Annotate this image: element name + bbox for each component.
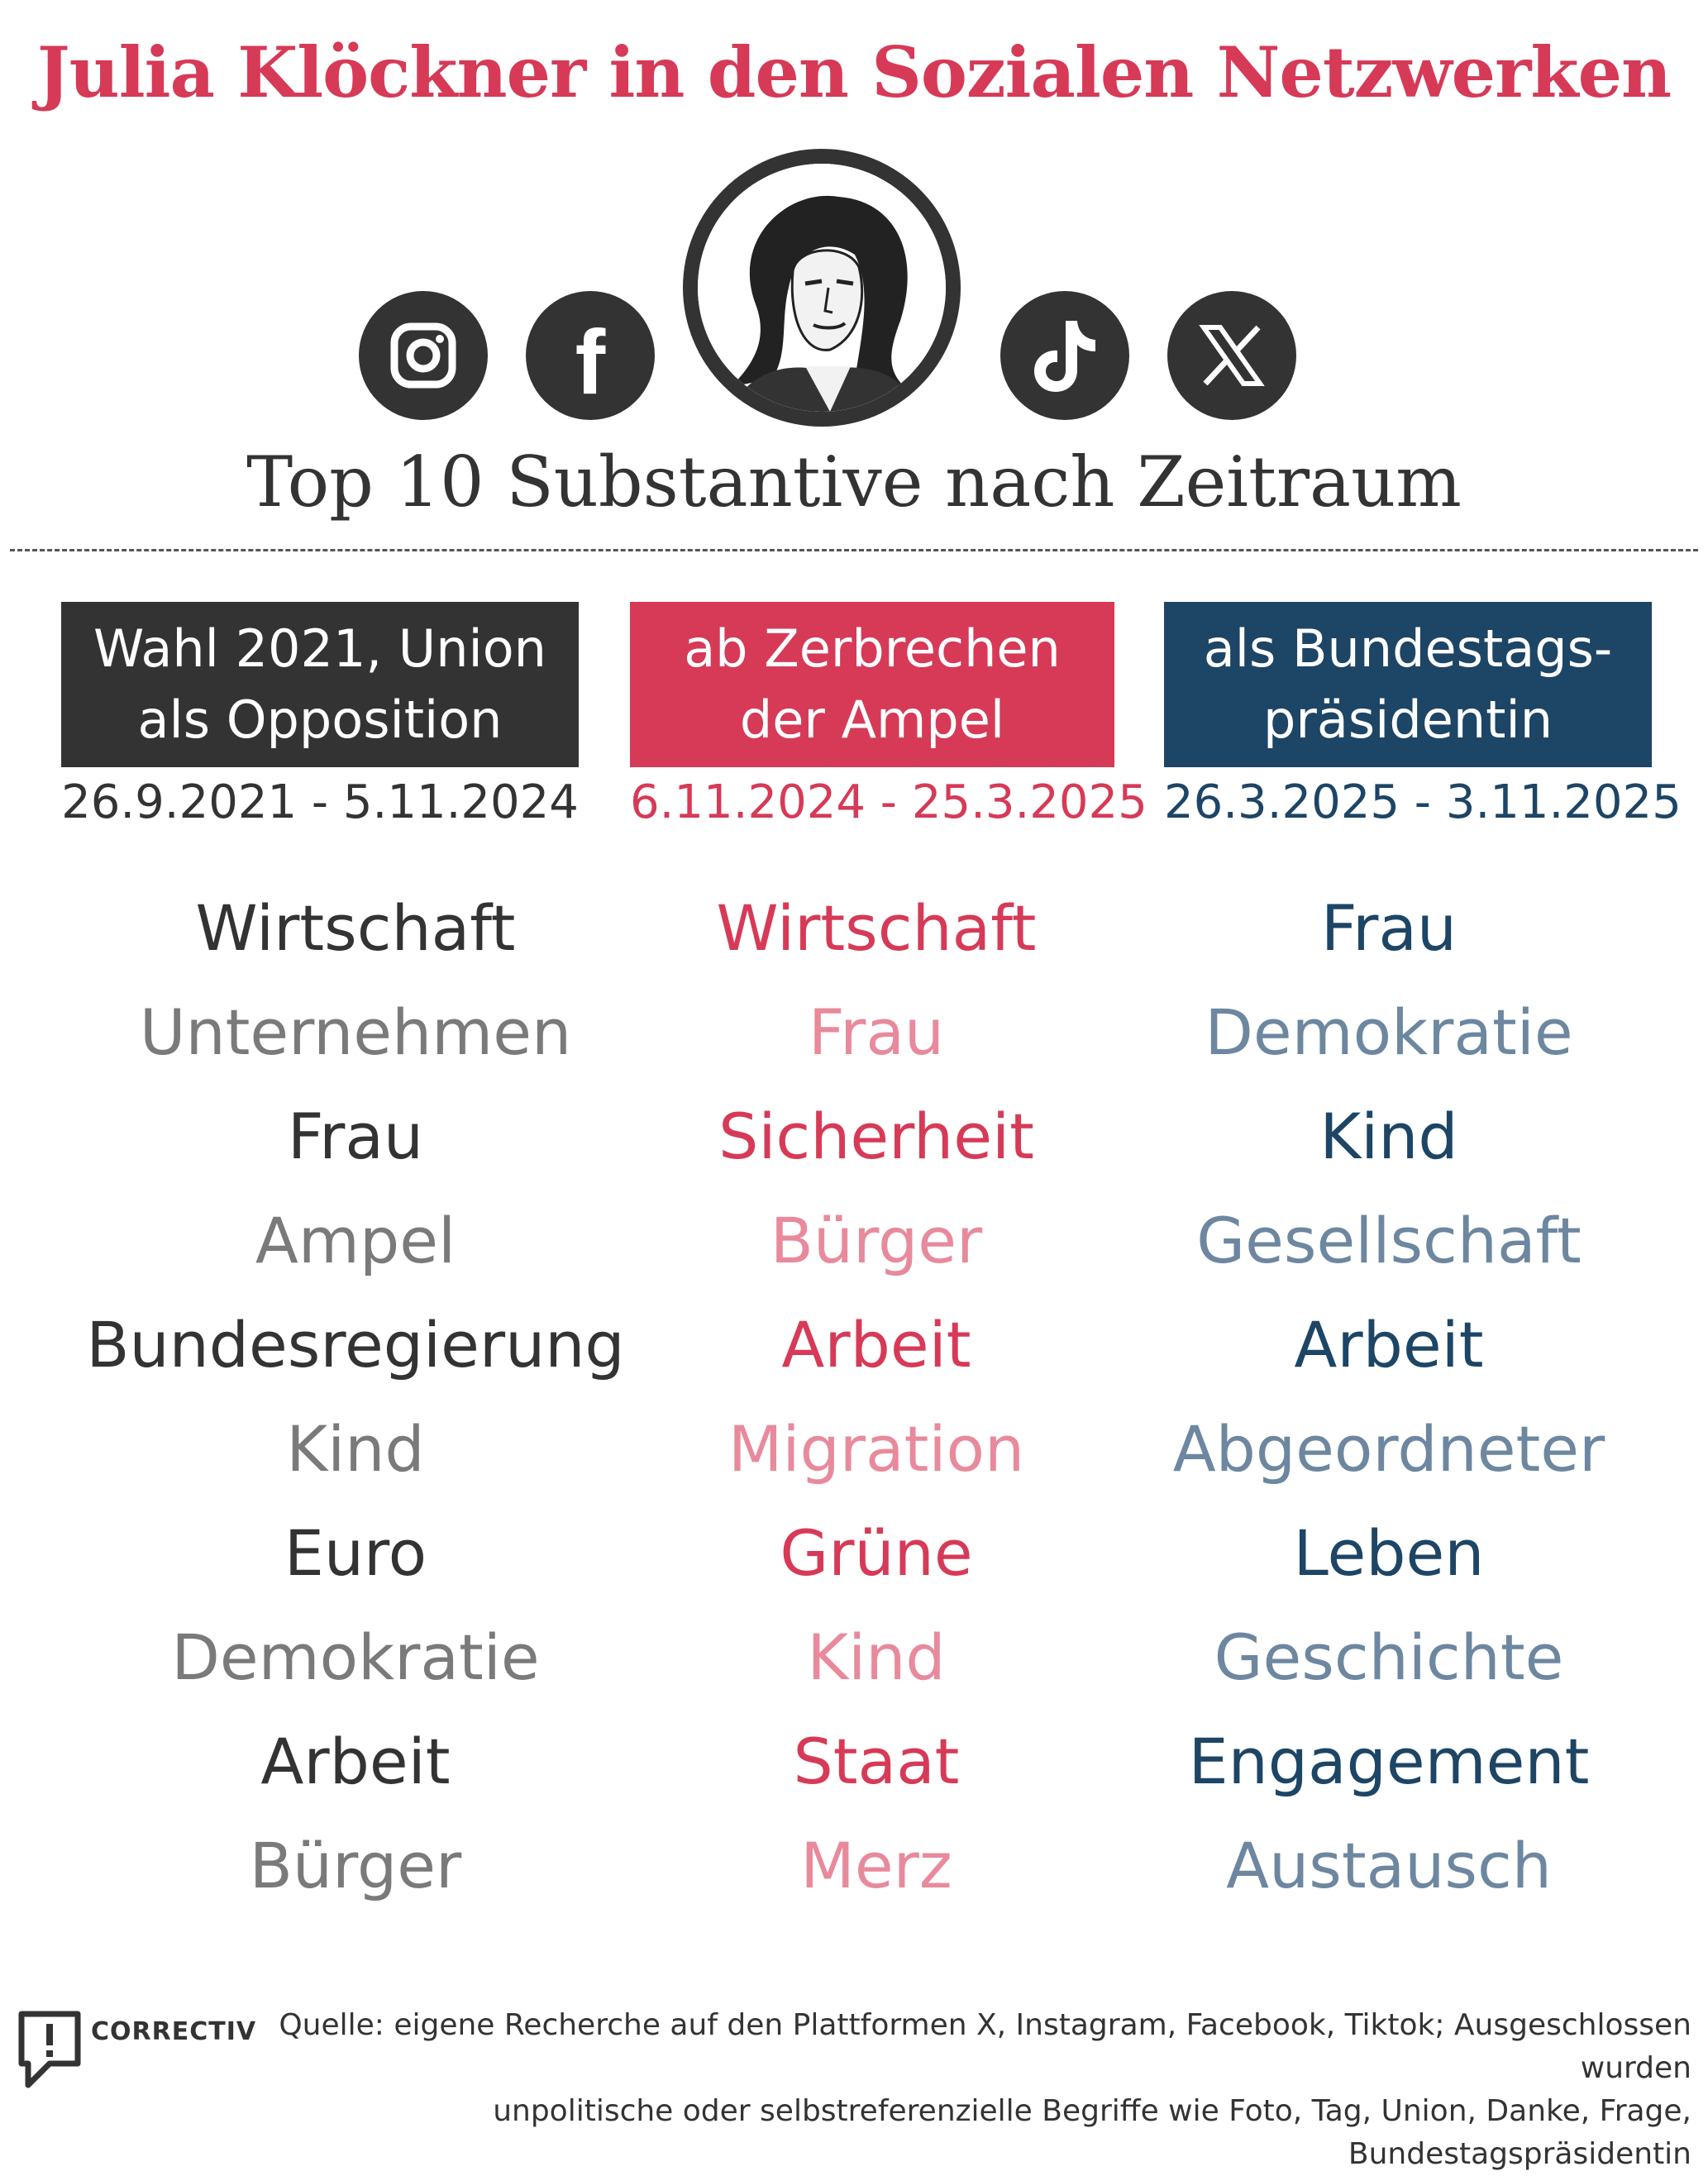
word-rank-5: Arbeit [781,1308,971,1381]
source-line-1: Quelle: eigene Recherche auf den Plattfo… [279,2008,1691,2085]
word-rank-7: Grüne [780,1516,973,1590]
word-rank-3: Kind [1319,1100,1458,1173]
correctiv-logo-icon [17,2009,83,2092]
word-rank-9: Staat [793,1725,960,1798]
portrait-image [698,164,946,412]
word-rank-5: Bundesregierung [86,1308,625,1381]
word-rank-2: Demokratie [1205,995,1573,1069]
word-rank-8: Demokratie [171,1620,540,1694]
period-label-line2: als Opposition [137,690,503,750]
subtitle: Top 10 Substantive nach Zeitraum [246,441,1462,523]
word-rank-2: Frau [808,995,945,1069]
period-header-ampel: ab Zerbrechen der Ampel [630,602,1114,767]
word-rank-2: Unternehmen [139,995,572,1069]
portrait-avatar [683,149,961,427]
word-list-praesidentin: Frau Demokratie Kind Gesellschaft Arbeit… [1141,876,1637,1918]
x-icon [1167,291,1296,420]
word-list-opposition: Wirtschaft Unternehmen Frau Ampel Bundes… [50,876,661,1918]
word-rank-9: Arbeit [260,1725,451,1798]
word-rank-7: Leben [1293,1516,1485,1590]
word-rank-3: Frau [287,1100,424,1173]
period-label-line1: Wahl 2021, Union [93,618,546,679]
period-label-line2: der Ampel [739,690,1005,750]
word-rank-3: Sicherheit [718,1100,1034,1173]
dashed-divider [10,549,1698,551]
word-rank-6: Kind [286,1412,425,1486]
tiktok-icon [1000,291,1129,420]
word-rank-1: Wirtschaft [716,891,1037,965]
source-line-2: unpolitische oder selbstreferenzielle Be… [493,2094,1691,2171]
period-dates-praesidentin: 26.3.2025 - 3.11.2025 [1164,775,1682,829]
word-rank-5: Arbeit [1294,1308,1484,1381]
period-header-praesidentin: als Bundestags- präsidentin [1164,602,1652,767]
word-rank-6: Migration [728,1412,1025,1486]
word-rank-1: Wirtschaft [195,891,516,965]
word-rank-4: Ampel [255,1204,456,1277]
word-rank-8: Geschichte [1214,1620,1564,1694]
facebook-icon: f [526,291,655,420]
period-dates-opposition: 26.9.2021 - 5.11.2024 [61,775,579,829]
facebook-glyph: f [575,312,606,413]
source-note: Quelle: eigene Recherche auf den Plattfo… [253,2004,1691,2176]
period-header-opposition: Wahl 2021, Union als Opposition [61,602,579,767]
word-rank-8: Kind [807,1620,946,1694]
brand-name: CORRECTIV [91,2017,257,2046]
word-rank-10: Austausch [1226,1829,1552,1902]
word-rank-6: Abgeordneter [1172,1412,1605,1486]
period-label-line2: präsidentin [1263,690,1553,750]
word-rank-7: Euro [284,1516,427,1590]
period-label-line1: als Bundestags- [1203,618,1613,679]
word-rank-10: Merz [800,1829,952,1902]
word-rank-4: Gesellschaft [1196,1204,1582,1277]
instagram-icon [359,291,488,420]
period-label-line1: ab Zerbrechen [684,618,1061,679]
page-title: Julia Klöckner in den Sozialen Netzwerke… [36,31,1672,113]
word-rank-9: Engagement [1188,1725,1590,1798]
word-rank-10: Bürger [249,1829,462,1902]
word-rank-1: Frau [1320,891,1458,965]
word-rank-4: Bürger [770,1204,983,1277]
word-list-ampel: Wirtschaft Frau Sicherheit Bürger Arbeit… [645,876,1108,1918]
period-dates-ampel: 6.11.2024 - 25.3.2025 [630,775,1147,829]
